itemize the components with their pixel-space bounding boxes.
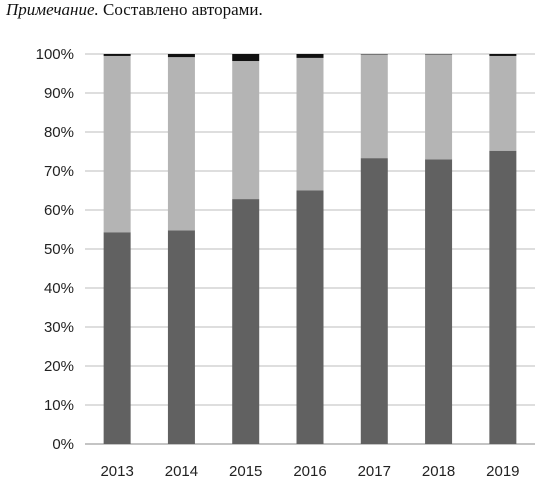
- x-tick-label: 2014: [165, 463, 198, 477]
- bar-segment-2019-s2: [489, 55, 517, 151]
- bar-segment-2016-s3: [296, 54, 324, 58]
- bar-segment-2014-s3: [167, 54, 195, 58]
- y-tick-label: 10%: [44, 397, 74, 414]
- bar-segment-2013-s3: [103, 54, 131, 56]
- y-tick-label: 60%: [44, 202, 74, 219]
- x-axis-ticks: 2013 2014 2015 2016 2017 2018 2019: [100, 463, 519, 477]
- bar-segment-2014-s1: [167, 230, 195, 444]
- y-tick-label: 30%: [44, 319, 74, 336]
- bar-segment-2014-s2: [167, 57, 195, 231]
- x-tick-label: 2017: [358, 463, 391, 477]
- x-tick-label: 2018: [422, 463, 455, 477]
- bar-segment-2018-s2: [425, 54, 453, 160]
- note-label: Примечание.: [6, 0, 99, 19]
- x-tick-label: 2016: [293, 463, 326, 477]
- bar-segment-2015-s1: [232, 199, 260, 444]
- x-tick-label: 2015: [229, 463, 262, 477]
- bar-segment-2015-s3: [232, 54, 260, 62]
- bar-segment-2017-s2: [360, 54, 388, 159]
- bar-series: [103, 54, 517, 445]
- bar-segment-2013-s2: [103, 55, 131, 233]
- y-tick-label: 80%: [44, 124, 74, 141]
- y-tick-label: 50%: [44, 241, 74, 258]
- figure-note: Примечание. Составлено авторами.: [6, 0, 263, 20]
- bar-segment-2013-s1: [103, 232, 131, 444]
- bar-segment-2019-s3: [489, 54, 517, 56]
- x-tick-label: 2013: [100, 463, 133, 477]
- bar-segment-2016-s2: [296, 57, 324, 191]
- bar-segment-2016-s1: [296, 190, 324, 444]
- y-tick-label: 100%: [36, 46, 74, 63]
- y-tick-label: 70%: [44, 163, 74, 180]
- note-text: Составлено авторами.: [103, 0, 263, 19]
- bar-segment-2019-s1: [489, 150, 517, 444]
- bar-segment-2015-s2: [232, 61, 260, 200]
- y-tick-label: 20%: [44, 358, 74, 375]
- y-tick-label: 90%: [44, 85, 74, 102]
- bar-segment-2017-s1: [360, 158, 388, 444]
- y-axis-ticks: 0% 10% 20% 30% 40% 50% 60% 70% 80% 90% 100%: [36, 46, 74, 453]
- y-tick-label: 0%: [52, 436, 74, 453]
- bar-segment-2018-s1: [425, 159, 453, 445]
- y-tick-label: 40%: [44, 280, 74, 297]
- x-tick-label: 2019: [486, 463, 519, 477]
